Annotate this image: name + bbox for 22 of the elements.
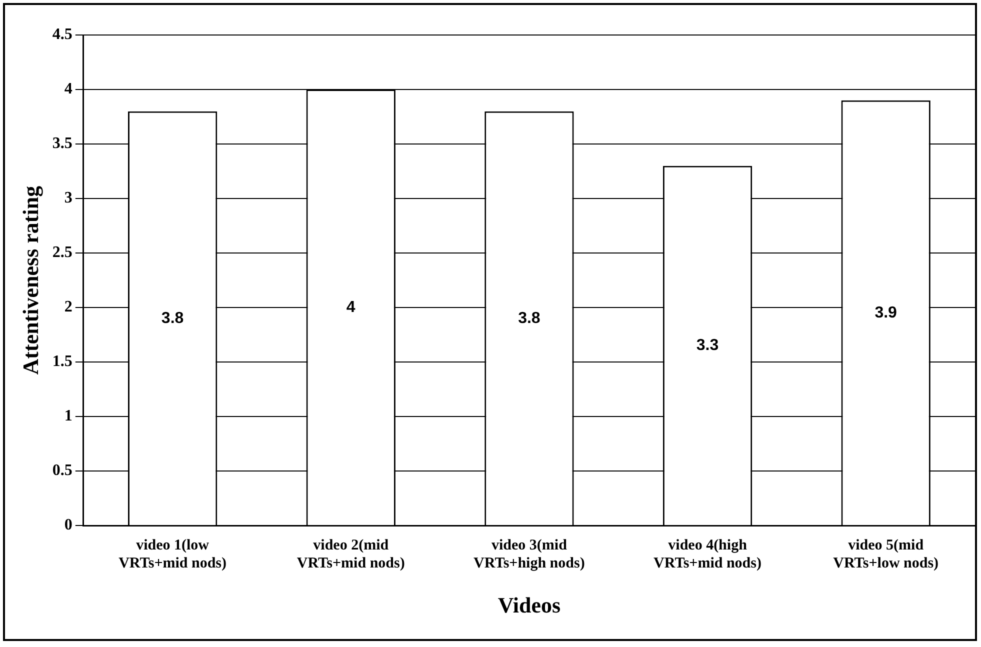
y-tick-label: 4 (64, 80, 72, 98)
y-tick-label: 0.5 (52, 462, 72, 480)
x-tick-label: video 2(mid VRTs+mid nods) (296, 537, 405, 572)
x-axis-title: Videos (498, 592, 562, 618)
x-tick-label: video 3(mid VRTs+high nods) (474, 537, 585, 572)
data-label: 4 (346, 298, 356, 316)
data-label: 3.8 (161, 310, 184, 327)
y-tick-label: 3 (64, 190, 72, 207)
y-axis-title: Attentiveness rating (18, 186, 43, 375)
y-tick-label: 3.5 (52, 135, 72, 152)
x-tick-label: video 5(mid VRTs+low nods) (833, 537, 939, 572)
y-tick-label: 2 (64, 298, 72, 316)
y-tick-label: 0 (64, 516, 72, 534)
x-tick-label: video 1(low VRTs+mid nods) (118, 537, 227, 572)
data-label: 3.9 (874, 304, 898, 322)
y-tick-label: 1.5 (52, 353, 72, 370)
y-tick-label: 2.5 (52, 244, 72, 262)
y-tick-label: 1 (64, 408, 72, 425)
data-label: 3.3 (696, 337, 719, 354)
x-tick-label: video 4(high VRTs+mid nods) (654, 537, 762, 572)
y-tick-label: 4.5 (52, 26, 72, 44)
data-label: 3.8 (518, 310, 540, 327)
